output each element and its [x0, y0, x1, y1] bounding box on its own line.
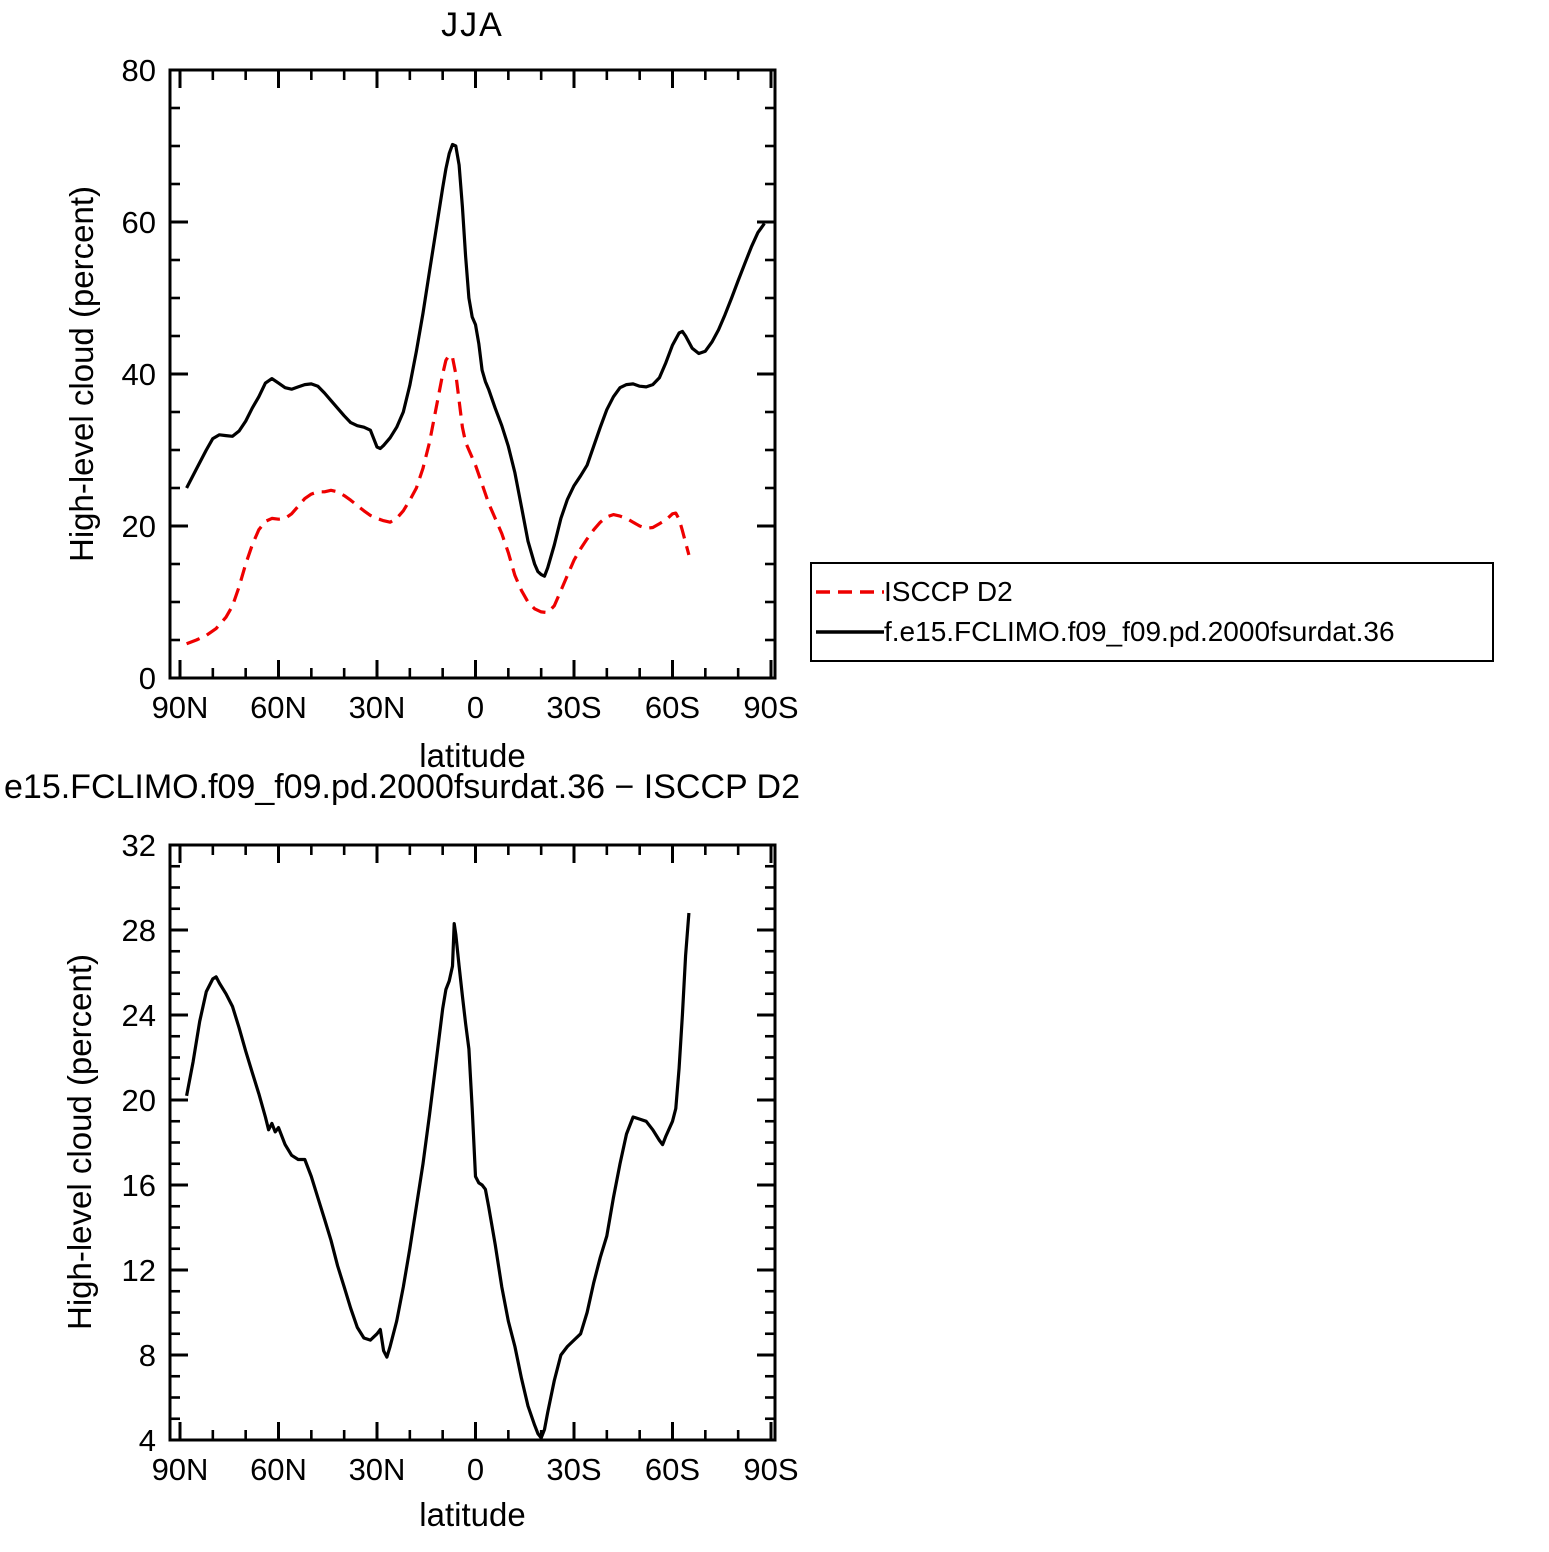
bottom-chart-y-axis-label: High-level cloud (percent)	[61, 953, 98, 1331]
y-ticks	[170, 68, 775, 680]
series-line-ISCCP D2	[186, 353, 691, 646]
x-ticks	[178, 70, 773, 678]
svg-text:30N: 30N	[349, 690, 406, 725]
legend: ISCCP D2 f.e15.FCLIMO.f09_f09.pd.2000fsu…	[810, 562, 1494, 662]
y-ticks	[170, 843, 775, 1442]
x-tick-labels: 90N 60N 30N 0 30S 60S 90S	[152, 690, 799, 725]
svg-text:32: 32	[122, 828, 156, 863]
svg-text:60S: 60S	[645, 690, 700, 725]
svg-text:90S: 90S	[743, 1452, 798, 1487]
svg-text:90N: 90N	[152, 1452, 209, 1487]
svg-text:90N: 90N	[152, 690, 209, 725]
top-chart-x-axis-label: latitude	[419, 737, 526, 774]
top-chart-y-axis-label: High-level cloud (percent)	[63, 185, 100, 563]
svg-text:4: 4	[139, 1423, 156, 1458]
svg-text:20: 20	[122, 509, 156, 544]
x-tick-labels: 90N 60N 30N 0 30S 60S 90S	[152, 1452, 799, 1487]
y-tick-labels: 4 8 12 16 20 24 28 32	[122, 828, 156, 1458]
svg-text:0: 0	[467, 1452, 484, 1487]
svg-text:0: 0	[467, 690, 484, 725]
series-line-f.e15.FCLIMO.f09_f09.pd.2000fsurdat.36	[185, 142, 766, 578]
svg-text:8: 8	[139, 1338, 156, 1373]
svg-text:20: 20	[122, 1083, 156, 1118]
legend-label-model-run: f.e15.FCLIMO.f09_f09.pd.2000fsurdat.36	[884, 616, 1395, 647]
svg-text:30S: 30S	[546, 1452, 601, 1487]
legend-item-isccp-d2: ISCCP D2	[816, 576, 1488, 608]
series-line-bottom-0	[185, 912, 691, 1440]
bottom-chart-title: e15.FCLIMO.f09_f09.pd.2000fsurdat.36 − I…	[4, 768, 801, 806]
legend-label-isccp-d2: ISCCP D2	[884, 576, 1013, 607]
svg-text:30S: 30S	[546, 690, 601, 725]
svg-text:60N: 60N	[250, 690, 307, 725]
plot-frame	[168, 68, 777, 680]
svg-text:16: 16	[122, 1168, 156, 1203]
svg-text:12: 12	[122, 1253, 156, 1288]
bottom-chart-x-axis-label: latitude	[419, 1496, 526, 1533]
svg-text:28: 28	[122, 913, 156, 948]
x-ticks	[178, 845, 773, 1440]
chart-bottom: 90N 60N 30N 0 30S 60S 90S 4 8 12 16 20 24 28 32	[122, 828, 799, 1487]
legend-dashed-line-sample	[816, 590, 884, 594]
svg-text:40: 40	[122, 357, 156, 392]
svg-text:60: 60	[122, 205, 156, 240]
legend-solid-line-sample	[816, 630, 884, 634]
chart-top: 90N 60N 30N 0 30S 60S 90S 0 20 40 60 80	[122, 53, 799, 725]
svg-text:60N: 60N	[250, 1452, 307, 1487]
svg-text:24: 24	[122, 998, 156, 1033]
top-chart-title: JJA	[441, 6, 504, 44]
legend-item-model-run: f.e15.FCLIMO.f09_f09.pd.2000fsurdat.36	[816, 616, 1488, 648]
svg-text:0: 0	[139, 661, 156, 696]
series-lines	[185, 142, 766, 646]
svg-text:80: 80	[122, 53, 156, 88]
svg-text:90S: 90S	[743, 690, 798, 725]
svg-text:60S: 60S	[645, 1452, 700, 1487]
y-tick-labels: 0 20 40 60 80	[122, 53, 156, 696]
series-lines	[185, 912, 691, 1440]
svg-text:30N: 30N	[349, 1452, 406, 1487]
